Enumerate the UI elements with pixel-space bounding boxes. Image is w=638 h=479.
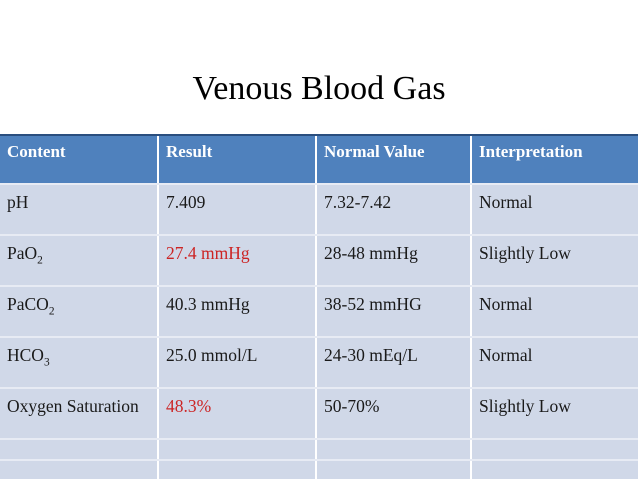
result-cell: 7.409 [157,185,315,234]
normal-value-cell: 7.32-7.42 [315,185,470,234]
interpretation-cell: Normal [470,185,638,234]
content-label: PaCO [7,294,49,314]
content-cell: HCO3 [0,338,157,387]
content-subscript: 3 [43,356,50,369]
result-cell: 25.0 mmol/L [157,338,315,387]
table-row-oxygen-saturation: Oxygen Saturation 48.3% 50-70% Slightly … [0,389,638,440]
normal-value-cell: 50-70% [315,389,470,438]
interpretation-cell: Slightly Low [470,389,638,438]
interpretation-cell: Normal [470,287,638,336]
table-row-ph: pH 7.409 7.32-7.42 Normal [0,185,638,236]
interpretation-cell: Normal [470,338,638,387]
normal-value-cell: 38-52 mmHG [315,287,470,336]
content-cell: Oxygen Saturation [0,389,157,438]
content-subscript: 2 [48,305,55,318]
result-cell: 48.3% [157,389,315,438]
result-cell: 27.4 mmHg [157,236,315,285]
table-row-hco3: HCO3 25.0 mmol/L 24-30 mEq/L Normal [0,338,638,389]
content-label: PaO [7,243,38,263]
venous-blood-gas-table: Content Result Normal Value Interpretati… [0,134,638,479]
column-header-normal-value: Normal Value [315,136,470,183]
normal-value-cell: 24-30 mEq/L [315,338,470,387]
column-header-interpretation: Interpretation [470,136,638,183]
column-header-content: Content [7,142,66,161]
slide-title: Venous Blood Gas [192,70,446,107]
table-row-empty-clipped [0,461,638,479]
table-row-paco2: PaCO2 40.3 mmHg 38-52 mmHG Normal [0,287,638,338]
content-cell: PaO2 [0,236,157,285]
table-row-pao2: PaO2 27.4 mmHg 28-48 mmHg Slightly Low [0,236,638,287]
content-label: HCO [7,345,44,365]
content-label: pH [7,192,29,212]
content-label: Oxygen Saturation [7,396,139,416]
normal-value-cell: 28-48 mmHg [315,236,470,285]
table-row-empty [0,440,638,461]
content-cell: PaCO2 [0,287,157,336]
content-subscript: 2 [37,254,43,267]
interpretation-cell: Slightly Low [470,236,638,285]
content-cell: pH [0,185,157,234]
table-header-row: Content Result Normal Value Interpretati… [0,136,638,185]
result-cell: 40.3 mmHg [157,287,315,336]
column-header-result: Result [157,136,315,183]
